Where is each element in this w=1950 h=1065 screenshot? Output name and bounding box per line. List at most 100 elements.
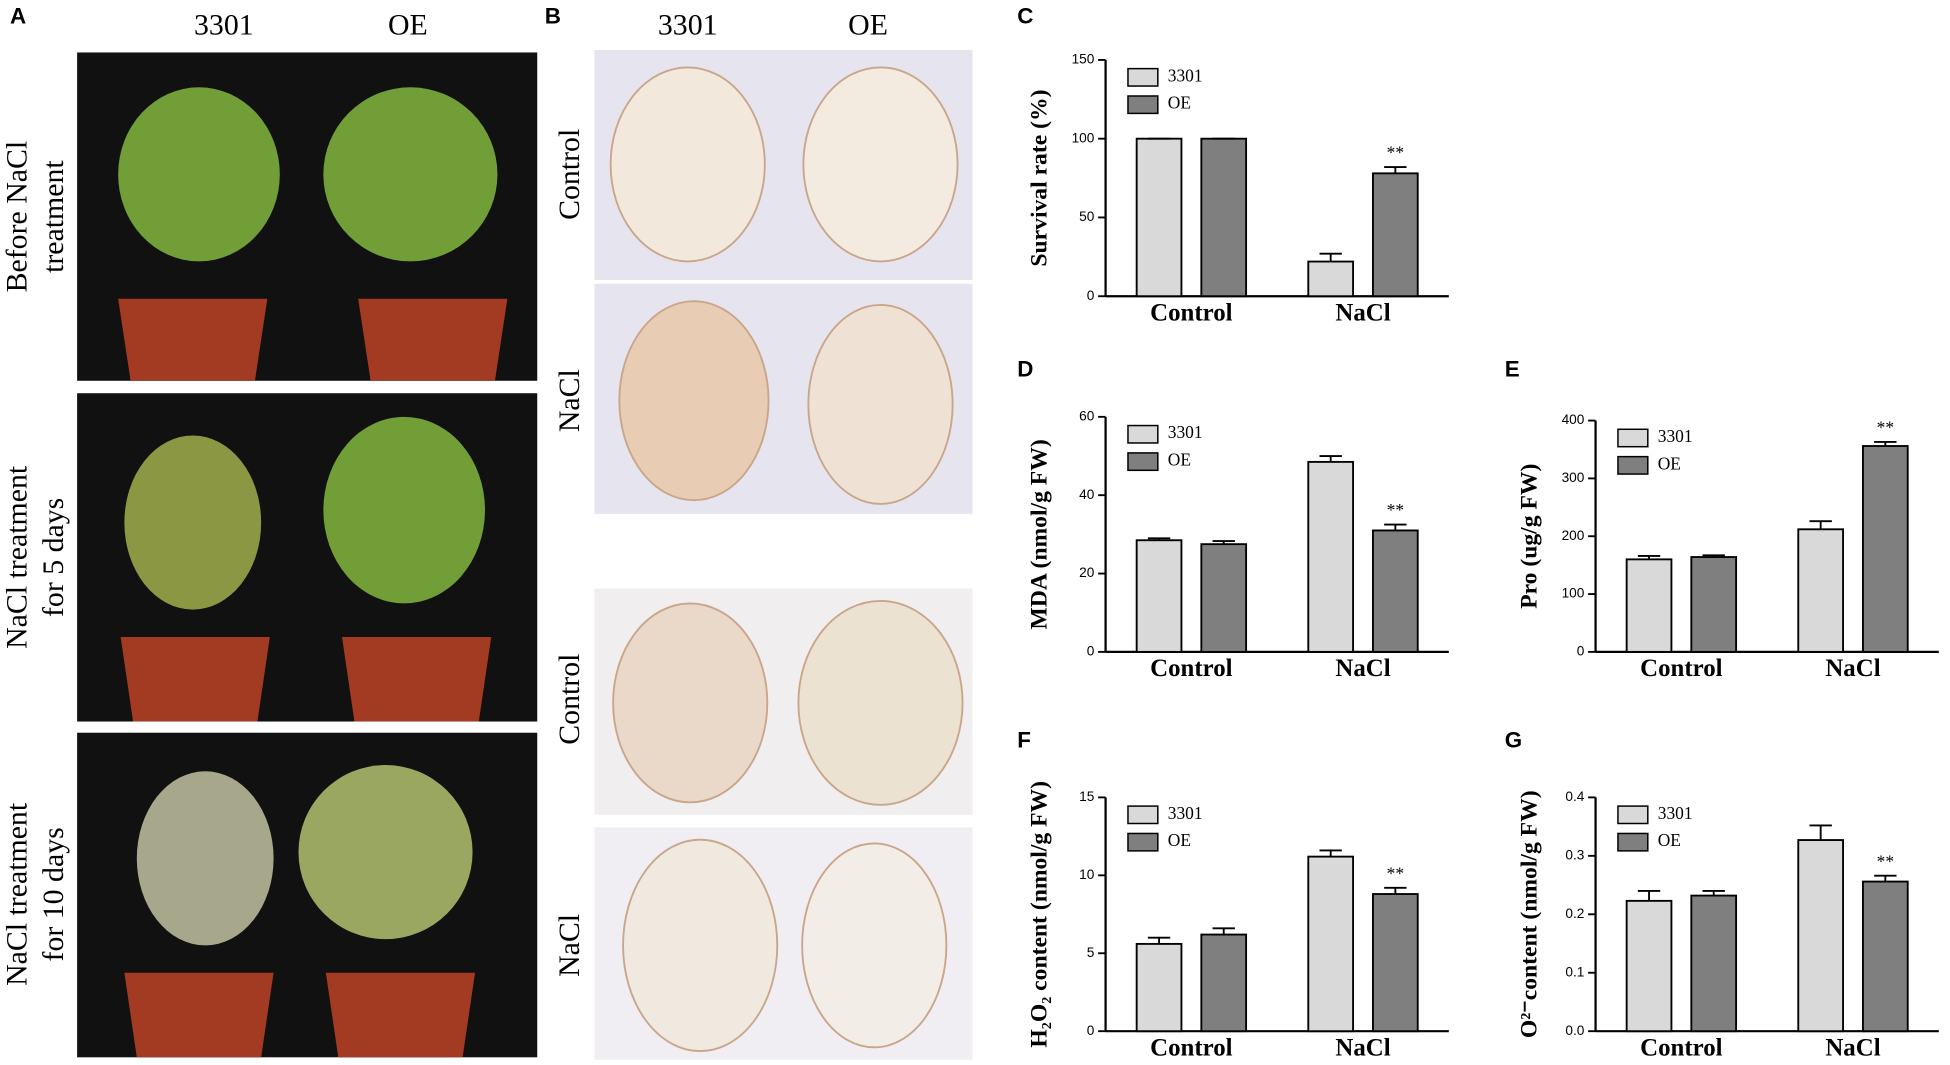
legend-label: OE (1658, 830, 1681, 850)
legend-label: OE (1168, 830, 1191, 850)
y-axis-title: H₂O₂ content (nmol/g FW) (1026, 781, 1052, 1048)
y-tick-label: 20 (1079, 565, 1095, 580)
y-tick-label: 0.0 (1565, 1023, 1584, 1038)
column-header: OE (848, 8, 888, 41)
legend-swatch (1127, 424, 1159, 444)
row-label: Control (553, 654, 586, 745)
legend-swatch (1617, 805, 1649, 825)
row-label: Before NaCl (1, 141, 34, 293)
legend-label: OE (1658, 453, 1681, 473)
bar-chart: D MDA (nmol/g FW) 0 20 40 60 Control NaCl ** 3301… (1017, 357, 1449, 682)
y-tick-label: 100 (1562, 586, 1585, 601)
bar (1372, 529, 1419, 653)
bar (1862, 445, 1909, 653)
y-axis-title: Survival rate (%) (1026, 90, 1052, 267)
significance-mark: ** (1877, 418, 1894, 438)
y-tick-label: 10 (1079, 867, 1095, 882)
column-header: OE (388, 8, 428, 41)
legend-swatch (1127, 832, 1159, 852)
legend-swatch (1617, 455, 1649, 475)
legend-swatch (1617, 428, 1649, 448)
bar-chart: G O²⁻content (nmol/g FW) 0.0 0.1 0.2 0.3 0.4 Co… (1505, 727, 1939, 1062)
legend-swatch (1127, 805, 1159, 825)
bar (1307, 855, 1354, 1033)
x-tick-label: NaCl (1335, 655, 1390, 682)
y-tick-label: 15 (1079, 789, 1095, 804)
y-tick-label: 0.3 (1565, 847, 1584, 862)
error-bar (1319, 252, 1342, 262)
bar-chart: C Survival rate (%) 0 50 100 150 Control NaCl **… (1017, 4, 1449, 327)
panel-label: A (10, 4, 26, 29)
legend-label: 3301 (1658, 426, 1693, 446)
legend-swatch (1127, 95, 1159, 115)
y-tick-label: 150 (1072, 52, 1095, 67)
error-bar (1384, 166, 1407, 174)
row-label: treatment (37, 160, 70, 273)
error-bar (1637, 889, 1661, 901)
y-axis-title: O²⁻content (nmol/g FW) (1516, 790, 1542, 1038)
column-header: 3301 (658, 8, 718, 41)
row-label: NaCl treatment (1, 465, 34, 649)
error-bar (1702, 554, 1725, 558)
row-label: NaCl (553, 914, 586, 977)
y-tick-label: 400 (1562, 412, 1585, 427)
y-tick-label: 60 (1079, 408, 1095, 423)
significance-mark: ** (1877, 851, 1894, 871)
error-bar (1384, 886, 1407, 895)
y-tick-label: 5 (1087, 945, 1095, 960)
bar (1797, 839, 1844, 1033)
error-bar (1874, 874, 1897, 882)
legend-label: 3301 (1658, 803, 1693, 823)
error-bar (1319, 849, 1342, 857)
error-bar (1319, 455, 1342, 462)
bar (1372, 172, 1419, 298)
x-tick-label: NaCl (1825, 655, 1880, 682)
bar (1690, 894, 1738, 1033)
row-label: NaCl treatment (1, 802, 34, 986)
bar (1200, 543, 1248, 653)
significance-mark: ** (1387, 863, 1404, 883)
error-bar (1212, 927, 1235, 935)
error-bar (1147, 936, 1171, 944)
bar (1200, 137, 1248, 298)
bar-chart: E Pro (ug/g FW) 0 100 200 300 400 Control NaCl **… (1505, 357, 1939, 682)
column-header: 3301 (194, 8, 254, 41)
y-tick-label: 0 (1577, 643, 1585, 658)
panel-label: C (1017, 4, 1033, 29)
panel-label: E (1505, 357, 1520, 382)
row-label: for 10 days (37, 827, 70, 961)
y-tick-label: 50 (1079, 209, 1095, 224)
legend-swatch (1127, 452, 1159, 472)
pots (118, 298, 508, 1058)
panel-label: D (1017, 357, 1033, 382)
bar (1135, 539, 1183, 653)
x-tick-label: NaCl (1335, 300, 1390, 327)
y-tick-label: 100 (1072, 130, 1095, 145)
bar (1307, 260, 1354, 298)
bar (1690, 556, 1738, 653)
legend-label: 3301 (1168, 65, 1203, 85)
bar (1862, 880, 1909, 1033)
legend-label: 3301 (1168, 803, 1203, 823)
bar (1135, 137, 1183, 298)
y-tick-label: 0 (1087, 1023, 1095, 1038)
error-bar (1809, 520, 1832, 530)
y-axis-title: Pro (ug/g FW) (1516, 464, 1542, 609)
bar (1135, 942, 1183, 1033)
y-tick-label: 0.1 (1565, 964, 1584, 979)
y-axis-title: MDA (nmol/g FW) (1026, 439, 1052, 629)
x-tick-label: Control (1150, 655, 1233, 682)
panel-label: B (545, 4, 561, 29)
error-bar (1874, 441, 1897, 447)
leaves (609, 66, 964, 1053)
x-tick-label: Control (1150, 1035, 1233, 1062)
y-tick-label: 200 (1562, 528, 1585, 543)
error-bar (1809, 824, 1832, 841)
panel-label: G (1505, 727, 1522, 752)
significance-mark: ** (1387, 143, 1404, 163)
x-tick-label: Control (1640, 655, 1723, 682)
y-tick-label: 0 (1087, 643, 1095, 658)
x-tick-label: Control (1640, 1035, 1723, 1062)
legend-swatch (1617, 832, 1649, 852)
